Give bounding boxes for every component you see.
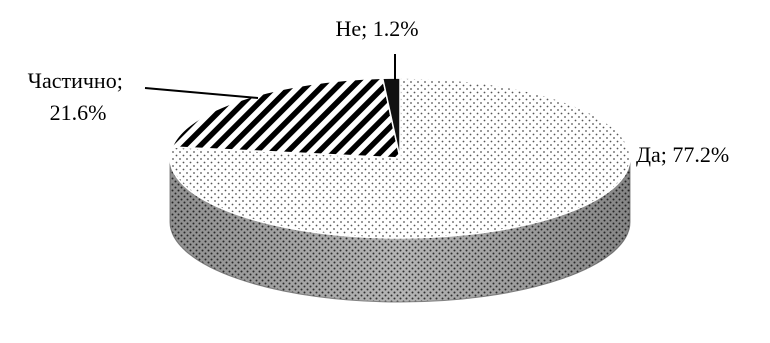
pie-slice-chastichno <box>171 77 401 159</box>
pie-slice-ne <box>381 77 401 159</box>
data-label-chastichno-value: 21.6% <box>50 100 107 125</box>
data-label-da: Да; 77.2% <box>636 142 729 167</box>
pie-top <box>169 77 631 239</box>
data-label-chastichno: Частично; 21.6% <box>28 68 129 125</box>
pie-side-shade <box>170 158 630 302</box>
leader-line-chastichno <box>144 87 259 99</box>
data-label-chastichno-name: Частично; <box>28 68 123 93</box>
data-label-ne: Не; 1.2% <box>335 16 418 41</box>
